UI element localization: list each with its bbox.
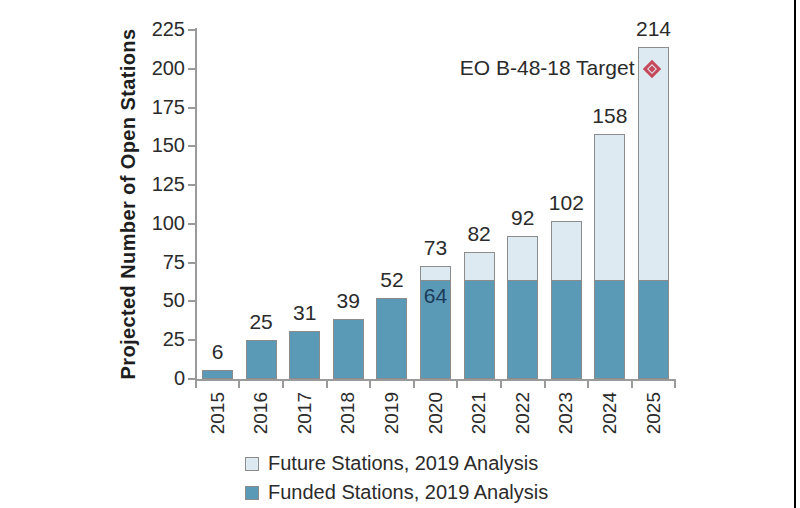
bar-value-label-2021: 82	[467, 222, 490, 246]
y-tick	[188, 107, 195, 109]
bar-value-label-2024: 158	[592, 104, 627, 128]
x-tick-label-2020: 2020	[425, 392, 447, 434]
bar-segment-future-2021	[464, 252, 495, 281]
x-tick-label-2021: 2021	[468, 392, 490, 434]
bar-value-label-2016: 25	[249, 310, 272, 334]
bar-value-label-2025: 214	[636, 17, 671, 41]
bar-segment-funded-2025	[638, 280, 669, 379]
y-tick	[188, 184, 195, 186]
y-tick-label: 0	[123, 367, 185, 390]
bar-value-label-2018: 39	[337, 289, 360, 313]
x-axis-line	[195, 379, 676, 381]
legend-row-future: Future Stations, 2019 Analysis	[245, 449, 548, 478]
x-tick-label-2022: 2022	[512, 392, 534, 434]
x-tick	[544, 381, 546, 388]
x-tick-label-2025: 2025	[643, 392, 665, 434]
bar-value-label-2023: 102	[549, 191, 584, 215]
y-tick	[188, 145, 195, 147]
bar-value-label-2017: 31	[293, 301, 316, 325]
bar-segment-future-2022	[507, 236, 538, 280]
chart-frame: Projected Number of Open Stations 0 25 50 7…	[0, 0, 800, 508]
x-tick	[587, 381, 589, 388]
x-tick	[413, 381, 415, 388]
y-tick-label: 50	[123, 289, 185, 312]
y-tick-label: 150	[123, 134, 185, 157]
y-tick	[188, 223, 195, 225]
y-tick-label: 200	[123, 57, 185, 80]
bar-segment-future-2020	[420, 266, 451, 281]
y-tick	[188, 378, 195, 380]
bar-value-label-2019: 52	[380, 268, 403, 292]
x-tick-label-2018: 2018	[337, 392, 359, 434]
y-tick	[188, 339, 195, 341]
bar-segment-funded-2024	[594, 280, 625, 379]
funded-stations-swatch-icon	[245, 486, 259, 500]
x-tick-label-2016: 2016	[250, 392, 272, 434]
legend-label-funded: Funded Stations, 2019 Analysis	[268, 481, 548, 504]
bar-segment-funded-2019	[376, 298, 407, 379]
x-tick-label-2023: 2023	[555, 392, 577, 434]
bar-value-label-2020: 73	[424, 236, 447, 260]
x-tick	[674, 381, 676, 388]
x-tick	[631, 381, 633, 388]
y-tick	[188, 68, 195, 70]
bar-segment-funded-2017	[289, 331, 320, 379]
y-tick	[188, 262, 195, 264]
y-tick-label: 175	[123, 96, 185, 119]
x-tick	[326, 381, 328, 388]
x-tick-label-2024: 2024	[599, 392, 621, 434]
bar-segment-funded-2023	[551, 280, 582, 379]
bar-segment-funded-2021	[464, 280, 495, 379]
bar-segment-funded-2016	[246, 340, 277, 379]
bar-segment-funded-2018	[333, 319, 364, 379]
y-tick-label: 25	[123, 328, 185, 351]
legend-label-future: Future Stations, 2019 Analysis	[268, 452, 538, 475]
x-tick	[369, 381, 371, 388]
bar-segment-future-2023	[551, 221, 582, 281]
legend: Future Stations, 2019 Analysis Funded St…	[245, 449, 548, 507]
x-tick-label-2017: 2017	[294, 392, 316, 434]
x-tick	[282, 381, 284, 388]
y-tick-label: 225	[123, 18, 185, 41]
y-tick-label: 125	[123, 173, 185, 196]
bar-segment-funded-2015	[202, 370, 233, 379]
x-tick	[456, 381, 458, 388]
y-axis-title: Projected Number of Open Stations	[117, 28, 140, 379]
x-tick	[238, 381, 240, 388]
x-tick	[195, 381, 197, 388]
bar-value-label-2015: 6	[212, 340, 224, 364]
bar-value-label-2022: 92	[511, 206, 534, 230]
y-tick-label: 75	[123, 251, 185, 274]
y-tick-label: 100	[123, 212, 185, 235]
legend-row-funded: Funded Stations, 2019 Analysis	[245, 478, 548, 507]
x-tick	[500, 381, 502, 388]
target-annotation-label: EO B-48-18 Target	[460, 56, 635, 80]
x-tick-label-2015: 2015	[207, 392, 229, 434]
bar-inner-label-2020: 64	[424, 284, 447, 308]
x-tick-label-2019: 2019	[381, 392, 403, 434]
future-stations-swatch-icon	[245, 457, 259, 471]
screenshot-right-border	[794, 0, 796, 508]
y-tick	[188, 29, 195, 31]
bar-segment-future-2024	[594, 134, 625, 281]
y-axis-line	[195, 28, 197, 381]
y-tick	[188, 300, 195, 302]
bar-segment-future-2025	[638, 47, 669, 281]
bar-segment-funded-2022	[507, 280, 538, 379]
